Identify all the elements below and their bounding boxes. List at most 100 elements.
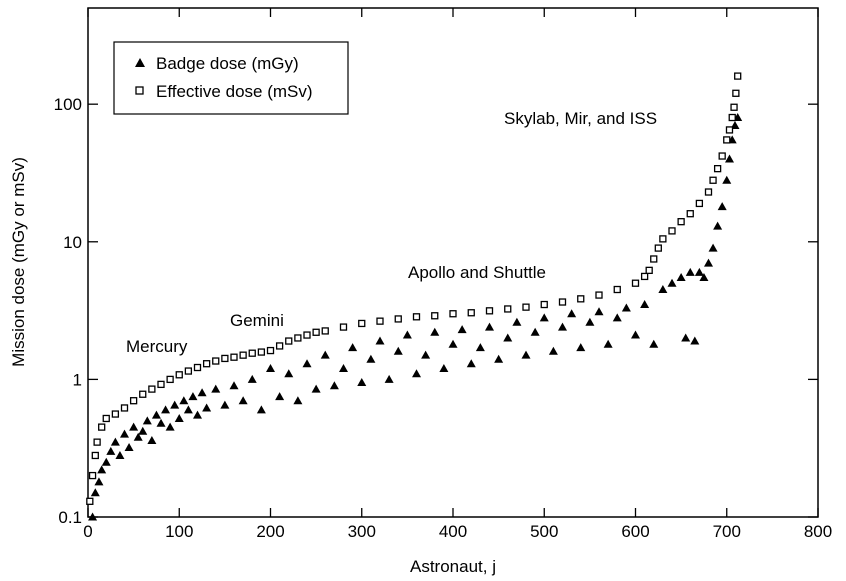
effective-point [595,291,603,299]
effective-point [312,328,320,336]
effective-point [193,363,202,372]
effective-point [275,342,284,350]
effective-point [294,334,302,342]
effective-point [221,354,229,363]
legend-box [113,41,349,115]
badge-point [690,336,700,345]
effective-point [704,188,713,196]
effective-point [166,375,174,384]
badge-point [302,359,312,368]
effective-point [449,310,457,318]
effective-point [285,337,293,345]
badge-point [320,350,330,359]
badge-point [699,273,709,282]
badge-point [402,330,412,339]
badge-point [530,327,540,336]
effective-point [148,385,156,393]
badge-point [197,388,207,397]
badge-point [685,267,695,276]
effective-point [728,113,736,122]
annotation: Skylab, Mir, and ISS [504,109,657,128]
effective-point [713,165,722,173]
effective-point [93,438,101,446]
badge-point [229,381,239,390]
badge-point [475,343,485,352]
x-tick-label: 300 [348,522,376,541]
x-tick-label: 0 [83,522,92,541]
badge-point [393,346,403,355]
effective-point [725,126,734,134]
effective-point [175,371,183,379]
badge-point [704,258,713,267]
badge-point [603,339,613,348]
legend-marker [135,58,145,67]
effective-point [732,89,740,97]
badge-point [329,381,339,390]
badge-point [348,343,358,352]
badge-point [576,343,586,352]
badge-point [142,416,152,425]
effective-point [248,349,256,357]
effective-point [266,346,275,355]
y-tick-label: 100 [54,95,82,114]
badge-point [138,426,148,435]
effective-point [202,360,211,368]
effective-point [120,404,129,412]
badge-point [558,322,567,331]
badge-point [174,413,184,422]
effective-point [504,305,512,313]
legend-label: Badge dose (mGy) [156,54,299,73]
effective-point [730,103,738,111]
legend-label: Effective dose (mSv) [156,82,313,101]
badge-point [179,396,189,405]
badge-point [115,450,125,459]
effective-point [577,295,585,303]
badge-point [694,267,704,276]
badge-point [439,363,449,372]
effective-point [485,307,494,315]
badge-point [412,369,421,378]
y-tick-label: 0.1 [58,508,82,527]
badge-point [193,410,202,419]
badge-point [494,354,504,363]
effective-point [631,279,640,287]
badge-point [548,346,558,355]
badge-point [681,333,691,342]
x-tick-label: 700 [713,522,741,541]
effective-point [321,327,329,335]
badge-point [640,300,650,309]
badge-point [649,339,659,348]
x-tick-label: 600 [621,522,649,541]
badge-point [612,313,622,322]
badge-point [170,400,180,409]
effective-point [239,351,247,359]
badge-point [384,374,394,383]
badge-point [512,317,522,326]
effective-point [640,272,649,281]
effective-point [339,323,348,331]
effective-point [111,410,120,418]
badge-point [247,374,257,383]
badge-point [183,405,193,414]
badge-point [106,446,116,455]
effective-point [467,309,475,317]
badge-point [202,403,212,412]
y-tick-label: 10 [63,233,82,252]
badge-point [129,422,139,431]
effective-point [613,285,621,294]
badge-point [156,418,166,427]
badge-point [708,243,718,252]
badge-point [94,477,104,486]
badge-point [275,392,285,401]
badge-point [133,432,143,441]
badge-point [238,396,248,405]
x-tick-label: 100 [165,522,193,541]
badge-point [151,410,161,419]
badge-point [120,429,129,438]
annotation: Mercury [126,337,188,356]
effective-point [412,313,421,321]
effective-point [677,218,685,226]
badge-point [311,384,321,393]
effective-point [230,353,238,361]
effective-point [695,199,704,208]
